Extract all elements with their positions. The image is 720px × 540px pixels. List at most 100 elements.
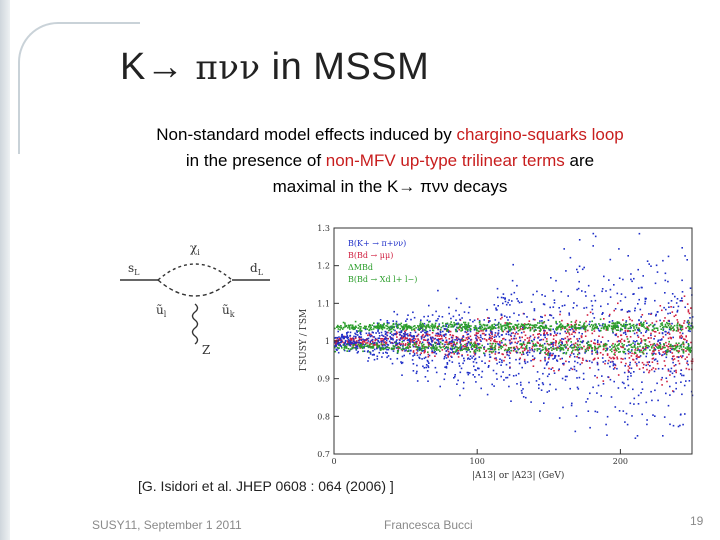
- scatter-point: [594, 235, 597, 238]
- scatter-point: [640, 339, 643, 342]
- scatter-point: [589, 367, 591, 369]
- scatter-point: [488, 336, 491, 339]
- scatter-point: [366, 328, 369, 330]
- scatter-point: [459, 349, 462, 352]
- scatter-point: [508, 299, 510, 301]
- scatter-point: [382, 325, 384, 328]
- scatter-point: [668, 328, 671, 331]
- scatter-point: [651, 352, 653, 355]
- scatter-point: [584, 350, 587, 353]
- scatter-point: [662, 346, 665, 349]
- scatter-point: [439, 333, 442, 336]
- scatter-point: [483, 319, 485, 321]
- scatter-point: [478, 321, 481, 324]
- scatter-point: [623, 323, 625, 325]
- scatter-point: [419, 348, 422, 351]
- scatter-point: [509, 322, 511, 325]
- scatter-point: [637, 343, 639, 345]
- scatter-point: [659, 339, 662, 341]
- scatter-point: [336, 349, 338, 351]
- scatter-point: [391, 325, 393, 327]
- scatter-point: [436, 327, 438, 329]
- scatter-point: [423, 336, 425, 339]
- scatter-point: [374, 326, 376, 328]
- scatter-point: [498, 348, 500, 351]
- scatter-point: [385, 346, 388, 348]
- scatter-point: [653, 324, 655, 327]
- scatter-point: [555, 340, 557, 342]
- scatter-point: [564, 346, 566, 348]
- scatter-point: [632, 388, 634, 391]
- scatter-point: [551, 342, 554, 345]
- scatter-point: [549, 352, 552, 355]
- scatter-point: [679, 331, 681, 334]
- scatter-point: [412, 351, 415, 353]
- scatter-point: [463, 339, 465, 342]
- scatter-point: [402, 345, 404, 348]
- scatter-point: [629, 336, 632, 338]
- scatter-point: [629, 361, 631, 364]
- y-tick-label: 1.2: [317, 262, 330, 271]
- scatter-point: [377, 326, 379, 329]
- scatter-point: [403, 324, 405, 326]
- scatter-point: [405, 320, 407, 322]
- scatter-point: [338, 347, 340, 349]
- scatter-point: [427, 353, 430, 356]
- scatter-point: [662, 259, 664, 262]
- scatter-point: [664, 317, 666, 319]
- scatter-point: [539, 328, 542, 330]
- scatter-point: [432, 347, 435, 350]
- scatter-point: [669, 350, 671, 352]
- scatter-point: [581, 268, 584, 271]
- scatter-point: [464, 339, 467, 342]
- scatter-point: [617, 325, 619, 327]
- scatter-point: [518, 358, 521, 361]
- scatter-point: [384, 344, 386, 347]
- scatter-point: [541, 316, 543, 318]
- scatter-point: [358, 345, 361, 348]
- scatter-point: [360, 346, 363, 349]
- scatter-point: [401, 329, 404, 331]
- scatter-point: [422, 365, 424, 368]
- scatter-point: [456, 323, 458, 326]
- scatter-point: [386, 337, 388, 340]
- scatter-point: [622, 325, 625, 328]
- scatter-point: [629, 351, 631, 354]
- scatter-point: [371, 354, 374, 356]
- scatter-point: [581, 290, 583, 292]
- scatter-point: [485, 339, 488, 342]
- scatter-point: [680, 337, 683, 339]
- scatter-point: [492, 342, 494, 345]
- scatter-point: [533, 345, 536, 347]
- scatter-point: [391, 333, 393, 336]
- scatter-point: [612, 364, 615, 367]
- scatter-point: [679, 326, 682, 329]
- scatter-point: [415, 349, 418, 351]
- scatter-point: [530, 301, 533, 303]
- scatter-point: [481, 344, 483, 347]
- scatter-point: [606, 354, 609, 356]
- scatter-point: [658, 349, 660, 352]
- scatter-point: [569, 387, 571, 390]
- scatter-point: [484, 333, 487, 336]
- scatter-point: [670, 306, 672, 308]
- scatter-point: [454, 339, 456, 341]
- scatter-point: [532, 344, 535, 346]
- scatter-point: [416, 350, 419, 352]
- scatter-point: [560, 344, 562, 346]
- scatter-point: [427, 333, 429, 336]
- scatter-point: [537, 322, 539, 324]
- scatter-point: [363, 325, 366, 328]
- scatter-point: [550, 354, 553, 357]
- scatter-point: [575, 415, 578, 417]
- scatter-point: [636, 364, 638, 367]
- scatter-point: [532, 318, 535, 321]
- scatter-point: [596, 353, 599, 355]
- scatter-point: [687, 363, 689, 366]
- scatter-point: [434, 342, 437, 344]
- scatter-point: [569, 256, 572, 259]
- scatter-point: [386, 325, 389, 327]
- scatter-point: [561, 319, 563, 322]
- scatter-point: [445, 350, 447, 352]
- scatter-point: [620, 327, 622, 330]
